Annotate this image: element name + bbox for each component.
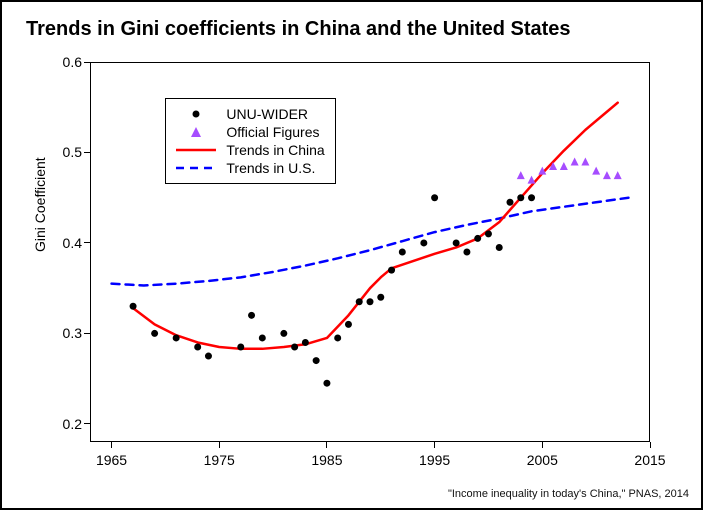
y-axis-label: Gini Coefficient	[32, 157, 48, 252]
y-tick-label: 0.2	[54, 416, 82, 432]
x-tick-label: 2015	[634, 452, 665, 468]
x-tick-label: 1995	[419, 452, 450, 468]
legend-label: Trends in China	[226, 142, 324, 158]
chart-title: Trends in Gini coefficients in China and…	[26, 18, 571, 41]
plot-area: UNU-WIDER Official Figures Trends in China…	[90, 62, 650, 442]
x-tick-label: 1975	[204, 452, 235, 468]
x-tick-label: 1965	[96, 452, 127, 468]
legend-item: Trends in China	[174, 141, 324, 159]
attribution-text: "Income inequality in today's China," PN…	[448, 488, 689, 500]
legend: UNU-WIDER Official Figures Trends in China…	[165, 98, 335, 184]
legend-label: Trends in U.S.	[226, 160, 315, 176]
legend-item: Trends in U.S.	[174, 159, 324, 177]
legend-item: Official Figures	[174, 123, 324, 141]
y-tick-label: 0.3	[54, 325, 82, 341]
x-tick-label: 1985	[311, 452, 342, 468]
chart-frame: Trends in Gini coefficients in China and…	[0, 0, 703, 510]
legend-label: Official Figures	[226, 124, 319, 140]
y-tick-label: 0.6	[54, 54, 82, 70]
y-tick-label: 0.4	[54, 235, 82, 251]
y-tick-label: 0.5	[54, 144, 82, 160]
legend-item: UNU-WIDER	[174, 105, 324, 123]
x-tick-label: 2005	[527, 452, 558, 468]
legend-label: UNU-WIDER	[226, 106, 308, 122]
